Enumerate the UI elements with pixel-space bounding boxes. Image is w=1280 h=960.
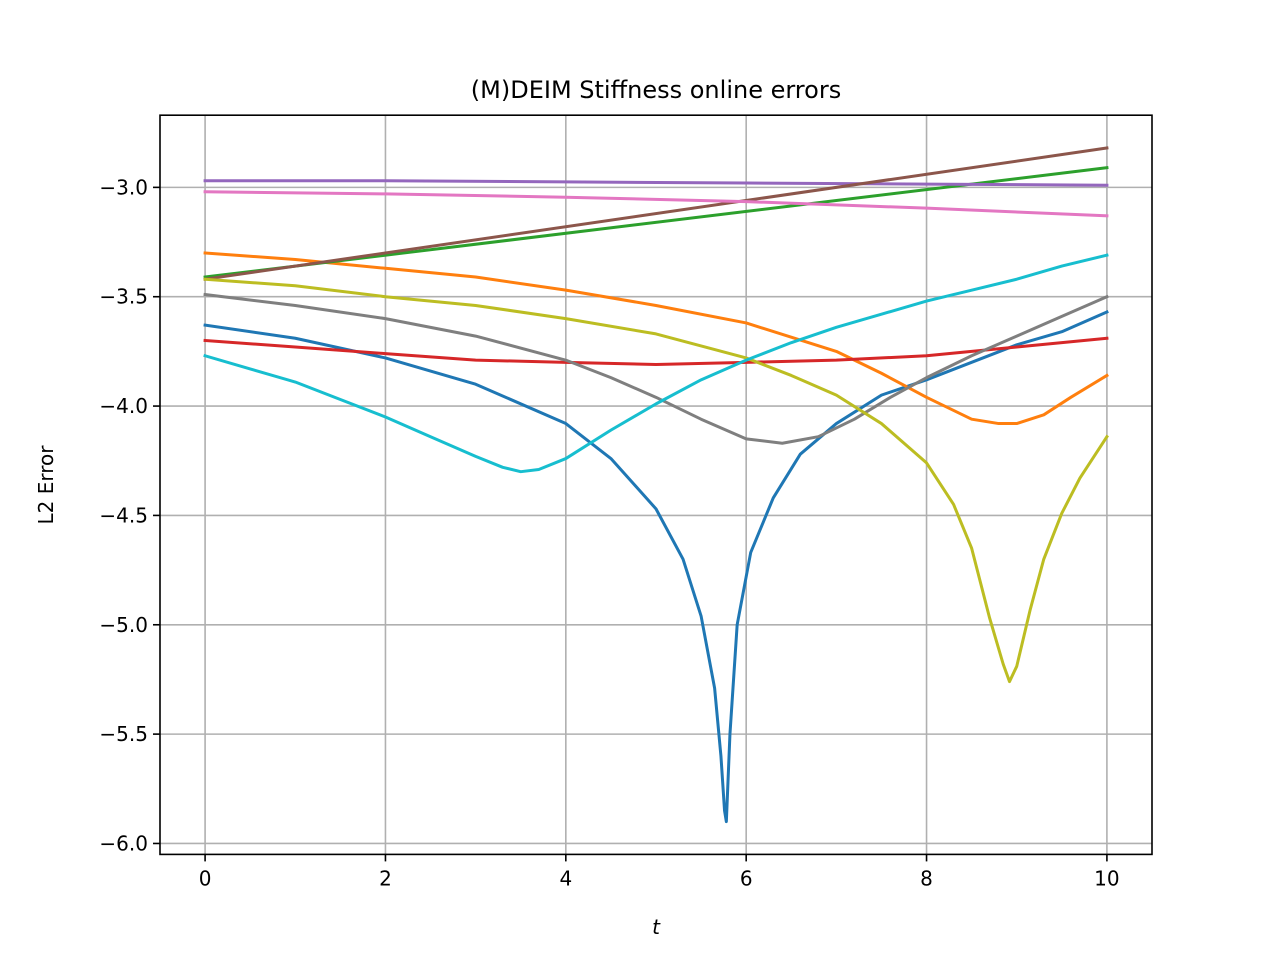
y-tick-label: −6.0 <box>99 831 148 855</box>
x-axis-label: t <box>652 915 661 939</box>
y-tick-label: −4.5 <box>99 503 148 527</box>
plot-frame <box>159 114 1153 856</box>
series-line-10 <box>203 253 1109 474</box>
series-line-8 <box>203 292 1109 445</box>
x-tick-label: 2 <box>379 866 392 890</box>
chart-title: (M)DEIM Stiffness online errors <box>471 76 841 104</box>
y-tick-label: −5.0 <box>99 613 148 637</box>
y-tick-label: −3.0 <box>99 175 148 199</box>
series-line-2 <box>203 251 1109 426</box>
series-line-4 <box>203 336 1109 367</box>
x-tick-label: 6 <box>740 866 753 890</box>
series-line-6 <box>203 146 1109 281</box>
x-tick-label: 0 <box>199 866 212 890</box>
grid <box>160 115 1152 855</box>
series-group <box>203 146 1109 824</box>
y-axis-label: L2 Error <box>34 445 58 525</box>
x-tick-label: 8 <box>920 866 933 890</box>
y-axis: −6.0 −5.5 −5.0 −4.5 −4.0 −3.5 −3.0 <box>99 175 160 855</box>
y-tick-label: −4.0 <box>99 394 148 418</box>
series-line-9 <box>203 277 1109 684</box>
series-line-7 <box>203 190 1109 218</box>
series-line-1 <box>203 310 1109 824</box>
x-tick-label: 10 <box>1094 866 1119 890</box>
y-tick-label: −5.5 <box>99 722 148 746</box>
series-line-5 <box>203 179 1109 187</box>
x-axis: 0 2 4 6 8 10 <box>199 854 1120 890</box>
y-tick-label: −3.5 <box>99 285 148 309</box>
x-tick-label: 4 <box>559 866 572 890</box>
